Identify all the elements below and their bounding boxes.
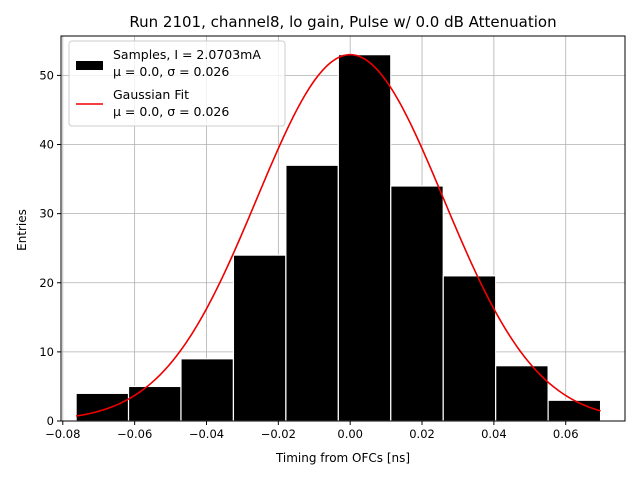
legend: Samples, I = 2.0703mA μ = 0.0, σ = 0.026… bbox=[68, 40, 286, 127]
x-tick-label: −0.06 bbox=[117, 427, 152, 441]
plot-frame bbox=[60, 35, 626, 422]
legend-fit-mu: μ = 0.0, bbox=[113, 104, 167, 119]
legend-samples-label: Samples, I = 2.0703mA bbox=[113, 47, 261, 62]
y-tick-label: 30 bbox=[39, 207, 54, 221]
y-tick-label: 10 bbox=[39, 345, 54, 359]
legend-box bbox=[68, 40, 286, 127]
gaussian-fit-curve bbox=[75, 53, 601, 417]
histogram-bars bbox=[75, 54, 602, 422]
histogram-bar bbox=[547, 399, 602, 422]
histogram-bar bbox=[390, 185, 444, 422]
x-tick-label: 0.04 bbox=[481, 427, 507, 441]
x-tick-label: −0.04 bbox=[189, 427, 224, 441]
y-axis-ticks: 0 10 20 30 40 50 bbox=[39, 68, 61, 428]
x-tick-label: −0.02 bbox=[261, 427, 296, 441]
legend-samples-patch bbox=[76, 61, 103, 70]
histogram-bar bbox=[442, 275, 497, 422]
x-tick-label: −0.08 bbox=[45, 427, 80, 441]
y-tick-label: 0 bbox=[47, 414, 54, 428]
histogram-bar bbox=[285, 164, 339, 422]
x-tick-label: 0.02 bbox=[409, 427, 435, 441]
y-tick-label: 40 bbox=[39, 138, 54, 152]
histogram-bar bbox=[75, 392, 130, 422]
x-tick-label: 0.06 bbox=[553, 427, 579, 441]
legend-samples-mu: μ = 0.0, bbox=[113, 64, 167, 79]
x-tick-label: 0.00 bbox=[337, 427, 363, 441]
y-tick-label: 20 bbox=[39, 276, 54, 290]
y-axis-label: Entries bbox=[15, 209, 29, 251]
y-tick-label: 50 bbox=[39, 68, 54, 82]
x-axis-label: Timing from OFCs [ns] bbox=[275, 451, 410, 465]
legend-fit-label: Gaussian Fit bbox=[113, 87, 189, 102]
legend-samples-sigma: σ = 0.026 bbox=[167, 64, 229, 79]
x-axis-ticks: −0.08 −0.06 −0.04 −0.02 0.00 0.02 0.04 0.06 bbox=[45, 421, 579, 441]
histogram-bar bbox=[180, 358, 235, 422]
histogram-bar bbox=[127, 385, 182, 422]
chart-title: Run 2101, channel8, lo gain, Pulse w/ 0.… bbox=[129, 13, 556, 31]
legend-fit-stats: μ = 0.0, σ = 0.026 bbox=[113, 104, 229, 119]
legend-fit-sigma: σ = 0.026 bbox=[167, 104, 229, 119]
histogram-bar bbox=[337, 54, 392, 422]
legend-samples-stats: μ = 0.0, σ = 0.026 bbox=[113, 64, 229, 79]
histogram-bar bbox=[232, 254, 287, 422]
